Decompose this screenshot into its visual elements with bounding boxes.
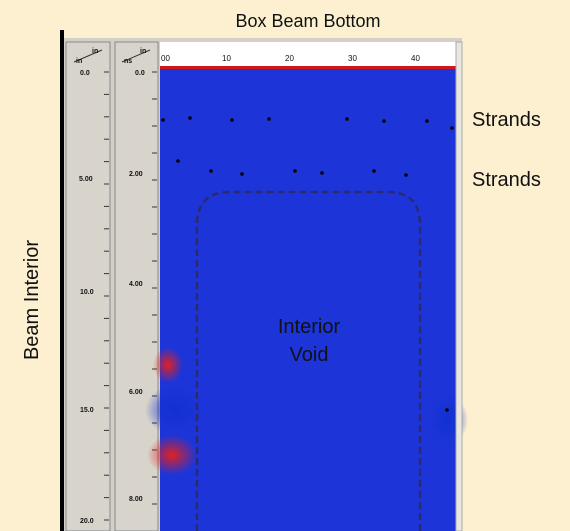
- distance-tick: 40: [411, 54, 420, 63]
- reflection: [147, 435, 197, 475]
- time-tick: 2.00: [129, 171, 143, 178]
- reflection: [153, 347, 183, 383]
- unit: ns: [124, 58, 132, 65]
- depth-ruler: [66, 42, 110, 531]
- void-label: Void: [290, 344, 329, 366]
- void-label: Interior: [278, 316, 341, 338]
- frame-edge: [60, 30, 64, 531]
- depth-tick: 5.00: [79, 176, 93, 183]
- title: Box Beam Bottom: [235, 11, 380, 31]
- depth-tick: 0.0: [80, 70, 90, 77]
- radargram: [160, 69, 456, 531]
- side-label: Beam Interior: [21, 240, 43, 360]
- depth-tick: 20.0: [80, 518, 94, 525]
- distance-tick: 10: [222, 54, 231, 63]
- time-tick: 4.00: [129, 281, 143, 288]
- strands-label: Strands: [472, 169, 541, 191]
- time-tick: 8.00: [129, 496, 143, 503]
- time-tick: 6.00: [129, 389, 143, 396]
- strands-label: Strands: [472, 109, 541, 131]
- unit: in: [92, 48, 98, 55]
- depth-tick: 15.0: [80, 407, 94, 414]
- scrollbar: [456, 42, 462, 531]
- time-tick: 0.0: [135, 70, 145, 77]
- scan-marker: [160, 66, 456, 69]
- distance-tick: 00: [161, 54, 170, 63]
- depth-tick: 10.0: [80, 289, 94, 296]
- screenshot: Box Beam Bottom Beam Interior in in in n…: [0, 0, 570, 531]
- distance-tick: 30: [348, 54, 357, 63]
- distance-tick: 20: [285, 54, 294, 63]
- unit: in: [140, 48, 146, 55]
- unit: in: [76, 58, 82, 65]
